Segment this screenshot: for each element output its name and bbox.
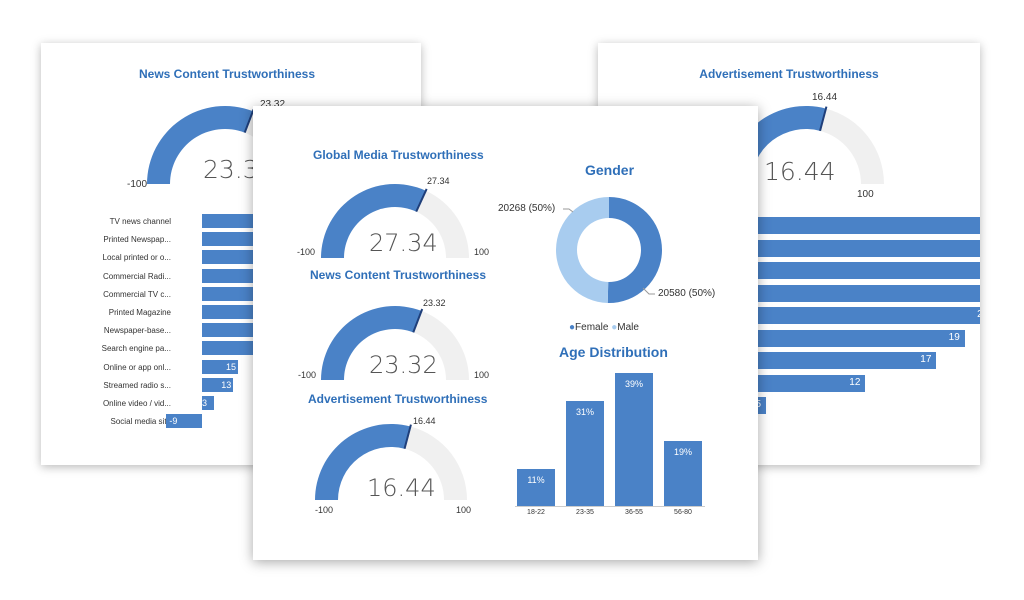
global-media-title: Global Media Trustworthiness [313,148,484,162]
female-legend-dot: ● [569,322,576,333]
left-category-label: Search engine pa... [101,344,171,354]
donut-leader-lines [563,208,655,295]
age-category-label: 36-55 [625,509,643,516]
news-content-gauge-target-marker [412,308,424,333]
advertisement-title: Advertisement Trustworthiness [308,392,488,406]
right-gauge-max-label: 100 [857,189,874,200]
left-bar-value-label: 15 [226,361,237,372]
advertisement-max-label: 100 [456,505,472,515]
global-media-gauge-track [416,190,469,258]
left-category-label: Commercial TV c... [103,289,171,299]
left-panel-title: News Content Trustworthiness [138,67,316,81]
left-bar-value-label: 3 [202,398,208,408]
left-category-label: Commercial Radi... [102,271,171,281]
left-category-label: Online or app onl... [103,362,171,372]
female-data-label: 20580 (50%) [658,288,716,299]
right-gauge-target-marker [819,106,828,132]
advertisement-gauge-target-marker [403,424,412,450]
global-media-gauge-fill [321,184,426,258]
center-report-panel: Global Media Trustworthiness 27.34 27.34… [253,106,758,560]
global-media-gauge [321,184,469,258]
global-media-gauge-target-marker [415,188,428,213]
left-bar [202,359,238,374]
age-bar-56-80: 19% [664,441,702,506]
left-category-label: Streamed radio s... [103,380,171,390]
male-slice [556,197,609,303]
news-content-max-label: 100 [474,370,490,380]
left-bar [202,396,214,410]
right-bar-value-label: 12 [849,376,861,388]
news-content-gauge-fill [321,306,422,380]
age-category-label: 23-35 [576,509,594,516]
age-bar-23-35: 31% [566,400,604,506]
age-title: Age Distribution [559,344,668,360]
male-data-label: 20268 (50%) [498,203,556,214]
advertisement-value: 16.44 [367,474,436,502]
female-leader-line [642,287,655,295]
right-bar-value-label: 5 [755,399,761,410]
advertisement-gauge-track [404,426,467,500]
left-gauge-value-label: 23.32 [260,99,286,110]
left-gauge-fill [147,105,253,184]
global-media-max-label: 100 [474,247,490,257]
global-media-min-label: -100 [297,247,316,257]
global-media-value: 27.34 [369,229,438,257]
right-gauge-value: 16.44 [764,157,836,186]
left-bar [166,414,202,429]
left-category-label: Local printed or o... [102,253,171,263]
left-bar [202,377,234,392]
age-bar-36-55: 39% [615,373,653,506]
age-category-label: 56-80 [674,509,692,516]
advertisement-value-label: 16.44 [413,416,436,426]
gender-legend: ●Female ●Male [569,322,639,333]
news-content-min-label: -100 [298,370,317,380]
left-bar-value-label: -9 [169,416,178,427]
age-bar-value-label: 19% [673,447,692,458]
right-gauge-value-label: 16.44 [812,92,838,103]
age-bar-value-label: 31% [575,406,594,417]
left-category-label: Newspaper-base... [103,326,171,336]
news-content-gauge-track [413,310,469,380]
advertisement-min-label: -100 [315,505,334,515]
news-content-gauge [321,306,469,380]
male-legend-label: Male [617,322,639,333]
gender-donut-chart [556,197,663,303]
advertisement-gauge [315,424,467,500]
age-category-label: 18-22 [527,509,545,516]
age-bar-18-22: 11% [517,468,555,506]
left-category-label: Online video / vid... [102,399,171,408]
right-bar-value-label: 19 [948,331,960,343]
age-bar-value-label: 39% [624,379,643,390]
left-category-label: TV news channel [109,217,171,226]
right-gauge-track [820,108,884,184]
gender-title: Gender [585,162,635,178]
left-gauge-min-label: -100 [127,179,148,190]
left-bar-value-label: 13 [221,379,232,390]
advertisement-gauge-fill [315,424,411,500]
age-axis-line [515,506,705,507]
left-category-label: Printed Newspap... [103,235,171,245]
news-content-value: 23.32 [369,351,438,379]
right-bar-value-label: 21 [977,309,980,320]
global-media-value-label: 27.34 [427,176,450,186]
news-content-title: News Content Trustworthiness [310,268,487,282]
male-leader-line [563,208,574,213]
right-panel-title: Advertisement Trustworthiness [699,67,879,81]
female-slice [607,197,663,303]
male-legend-dot: ● [611,322,618,333]
left-category-label: Printed Magazine [108,308,171,317]
right-bar-value-label: 17 [920,354,932,365]
left-category-label: Social media site [110,417,171,427]
age-bar-value-label: 11% [527,474,545,485]
female-legend-label: Female [575,322,609,333]
news-content-value-label: 23.32 [423,298,446,308]
left-gauge-target-marker [243,108,255,134]
